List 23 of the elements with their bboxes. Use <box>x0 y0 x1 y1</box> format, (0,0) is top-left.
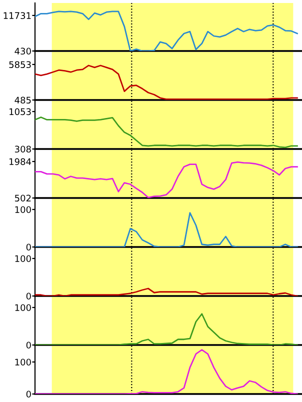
line-series <box>35 288 298 296</box>
y-tick-label: 100 <box>15 255 31 262</box>
y-tick-label: 485 <box>14 96 31 104</box>
y-tick-label: 502 <box>14 194 31 202</box>
y-tick-label: 430 <box>14 48 31 55</box>
line-series <box>35 161 298 198</box>
y-tick-label: 0 <box>26 244 31 251</box>
y-tick-label: 100 <box>15 304 31 312</box>
y-tick-label: 5853 <box>9 61 31 68</box>
y-tick-label: 0 <box>26 342 31 349</box>
y-tick-label: 1053 <box>10 108 31 116</box>
line-series <box>35 116 298 148</box>
y-tick-label: 100 <box>15 206 31 214</box>
y-tick-label: 1984 <box>10 158 32 166</box>
y-tick-label: 11731 <box>4 12 31 20</box>
line-series <box>35 212 298 247</box>
y-tick-label: 100 <box>15 358 31 366</box>
y-tick-label: 308 <box>14 146 31 153</box>
line-series <box>35 10 298 51</box>
line-series <box>35 313 298 345</box>
y-tick-label: 0 <box>26 390 31 398</box>
y-tick-label: 0 <box>26 292 31 300</box>
line-series <box>35 64 298 100</box>
